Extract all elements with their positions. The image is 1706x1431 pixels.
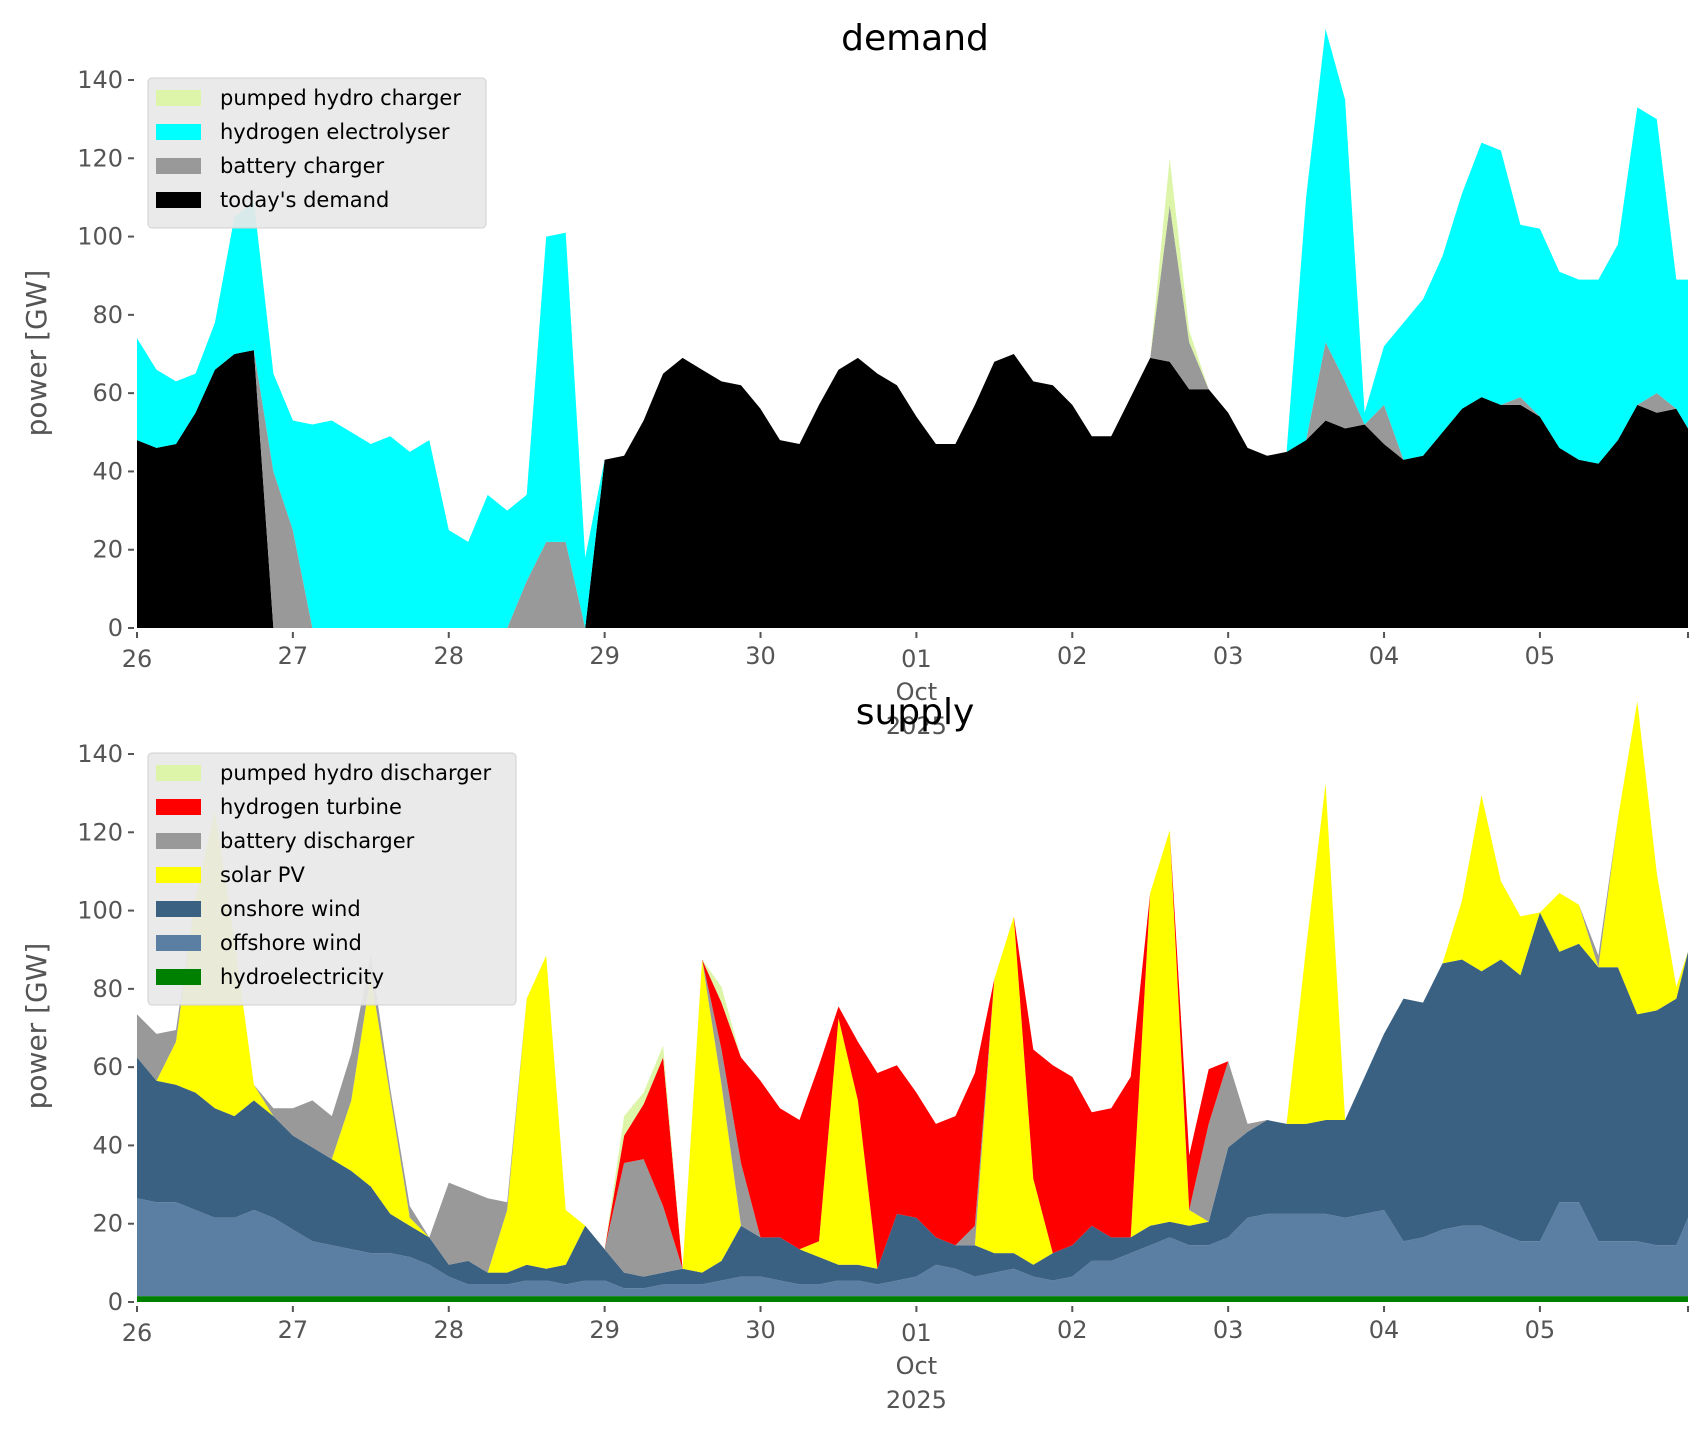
y-tick-label: 100 xyxy=(77,897,123,925)
y-tick-label: 100 xyxy=(77,223,123,251)
demand-areas xyxy=(137,29,1688,629)
supply-y-axis-label: power [GW] xyxy=(20,943,53,1110)
y-tick-label: 140 xyxy=(77,66,123,94)
legend-swatch xyxy=(156,158,201,174)
legend-label: today's demand xyxy=(220,188,389,212)
legend-swatch xyxy=(156,124,201,140)
demand-y-axis-label: power [GW] xyxy=(20,270,53,437)
x-tick-label: 03 xyxy=(1213,1316,1244,1344)
y-tick-label: 60 xyxy=(92,379,123,407)
x-month-label: Oct xyxy=(896,678,938,706)
y-tick-label: 120 xyxy=(77,144,123,172)
y-tick-label: 40 xyxy=(92,457,123,485)
x-tick-label: 27 xyxy=(278,642,309,670)
x-tick-label: 02 xyxy=(1057,642,1088,670)
legend-label: battery discharger xyxy=(220,829,415,853)
area-offshore-wind xyxy=(137,1198,1688,1297)
legend-box xyxy=(147,77,487,229)
x-year-label: 2025 xyxy=(886,1386,947,1414)
area-onshore-wind xyxy=(137,912,1688,1289)
y-tick-label: 80 xyxy=(92,975,123,1003)
area-today-s-demand xyxy=(137,350,1688,628)
legend-label: pumped hydro discharger xyxy=(220,761,491,785)
y-tick-label: 120 xyxy=(77,818,123,846)
legend-label: hydrogen electrolyser xyxy=(220,120,450,144)
y-tick-label: 60 xyxy=(92,1053,123,1081)
legend-label: pumped hydro charger xyxy=(220,86,461,110)
x-tick-label: 29 xyxy=(589,642,620,670)
legend-label: hydroelectricity xyxy=(220,965,384,989)
legend-swatch xyxy=(156,799,201,815)
legend-swatch xyxy=(156,90,201,106)
supply-panel: 0 20 40 60 80 100 120 140 26 27 28 29 30 01 02 03 04 05 Oc… xyxy=(20,692,1689,1414)
y-tick-label: 0 xyxy=(108,614,123,642)
y-tick-label: 40 xyxy=(92,1131,123,1159)
x-tick-label: 02 xyxy=(1057,1316,1088,1344)
x-tick-label: 26 xyxy=(122,645,153,673)
x-tick-label: 01 xyxy=(901,645,932,673)
x-tick-label: 05 xyxy=(1525,1316,1556,1344)
x-tick-label: 28 xyxy=(433,642,464,670)
legend-label: hydrogen turbine xyxy=(220,795,402,819)
x-tick-label: 01 xyxy=(901,1319,932,1347)
y-tick-label: 0 xyxy=(108,1288,123,1316)
x-tick-label: 26 xyxy=(122,1319,153,1347)
area-hydrogen-turbine xyxy=(137,701,1688,1269)
supply-axes: 0 20 40 60 80 100 120 140 26 27 28 29 30 01 02 03 04 05 Oc… xyxy=(77,740,1689,1414)
legend-swatch xyxy=(156,935,201,951)
x-tick-label: 04 xyxy=(1369,642,1400,670)
legend-label: offshore wind xyxy=(220,931,362,955)
legend-label: solar PV xyxy=(220,863,305,887)
legend-swatch xyxy=(156,969,201,985)
x-month-label: Oct xyxy=(896,1352,938,1380)
x-tick-label: 27 xyxy=(278,1316,309,1344)
y-tick-label: 140 xyxy=(77,740,123,768)
legend-label: onshore wind xyxy=(220,897,361,921)
legend-swatch xyxy=(156,833,201,849)
x-tick-label: 05 xyxy=(1525,642,1556,670)
legend-box xyxy=(147,752,517,1006)
supply-areas xyxy=(137,701,1688,1302)
x-tick-label: 04 xyxy=(1369,1316,1400,1344)
legend-swatch xyxy=(156,192,201,208)
x-tick-label: 30 xyxy=(745,1316,776,1344)
x-tick-label: 29 xyxy=(589,1316,620,1344)
legend-label: battery charger xyxy=(220,154,385,178)
supply-legend: pumped hydro discharger hydrogen turbine b… xyxy=(147,752,517,1006)
demand-title: demand xyxy=(841,18,989,59)
area-battery-charger xyxy=(137,205,1688,629)
demand-axes: 0 20 40 60 80 100 120 140 26 27 28 29 30 01 02 03 04 05 Oc… xyxy=(77,66,1689,740)
legend-swatch xyxy=(156,765,201,781)
x-year-label: 2025 xyxy=(886,712,947,740)
y-tick-label: 20 xyxy=(92,1210,123,1238)
area-hydroelectricity xyxy=(137,1296,1688,1302)
supply-title: supply xyxy=(856,692,975,733)
area-solar-pv xyxy=(137,701,1688,1277)
y-tick-label: 80 xyxy=(92,301,123,329)
x-tick-label: 03 xyxy=(1213,642,1244,670)
demand-legend: pumped hydro charger hydrogen electrolyse… xyxy=(147,77,487,229)
x-tick-label: 30 xyxy=(745,642,776,670)
legend-swatch xyxy=(156,901,201,917)
y-tick-label: 20 xyxy=(92,536,123,564)
legend-swatch xyxy=(156,867,201,883)
x-tick-label: 28 xyxy=(433,1316,464,1344)
